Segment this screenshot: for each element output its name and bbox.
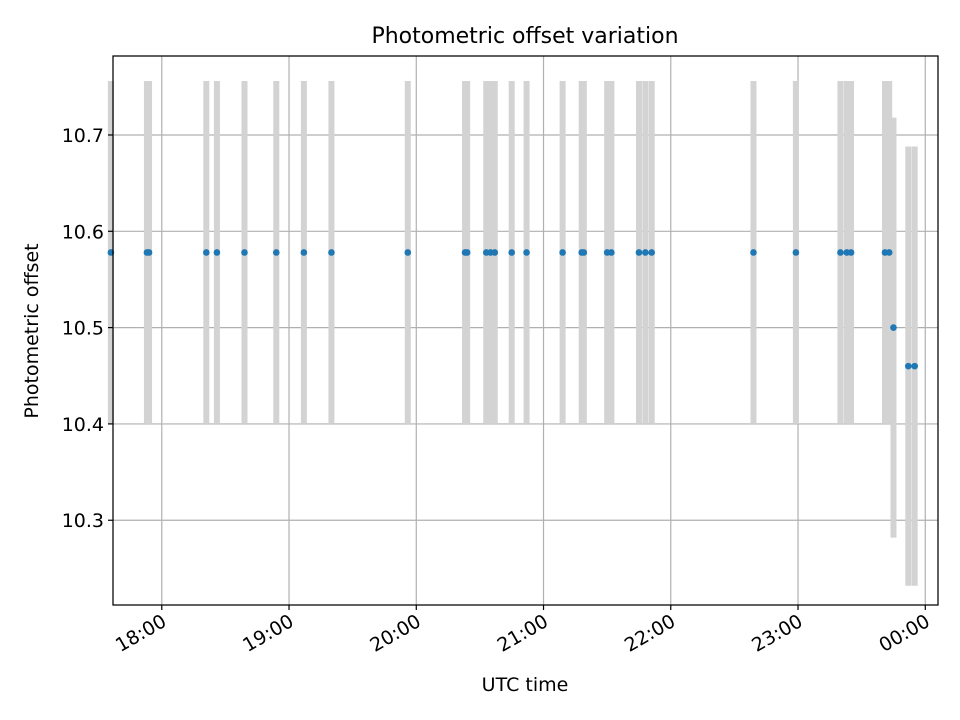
data-point [145,249,153,256]
y-tick-label: 10.6 [62,221,104,243]
data-point [404,249,412,256]
y-axis-ticks: 10.3 10.4 10.5 10.6 10.7 [62,125,113,532]
data-point [508,249,516,256]
data-point [885,249,893,256]
data-points [107,249,918,370]
data-point [580,249,588,256]
data-point [559,249,566,256]
data-point [213,249,221,256]
data-point [847,249,855,256]
data-point [203,249,210,256]
y-tick-label: 10.7 [62,125,104,147]
y-tick-label: 10.5 [62,318,104,340]
data-point [890,324,897,331]
data-point [273,249,280,256]
data-point [792,249,800,256]
data-point [328,249,335,256]
y-axis-label: Photometric offset [21,243,43,418]
y-tick-label: 10.3 [62,510,104,532]
data-point [523,249,530,256]
data-point [837,249,844,256]
data-point [300,249,308,256]
data-point [750,249,757,256]
data-point [491,249,499,256]
data-point [608,249,615,256]
data-point [635,249,643,256]
plot-area-frame [112,55,939,606]
chart-title: Photometric offset variation [371,24,678,49]
data-point [905,362,912,370]
data-point [463,249,471,256]
data-point [642,249,649,256]
data-point [648,249,655,256]
x-axis-label: UTC time [482,674,569,696]
y-tick-label: 10.4 [62,414,104,436]
data-point [911,362,918,370]
data-point [241,249,248,256]
